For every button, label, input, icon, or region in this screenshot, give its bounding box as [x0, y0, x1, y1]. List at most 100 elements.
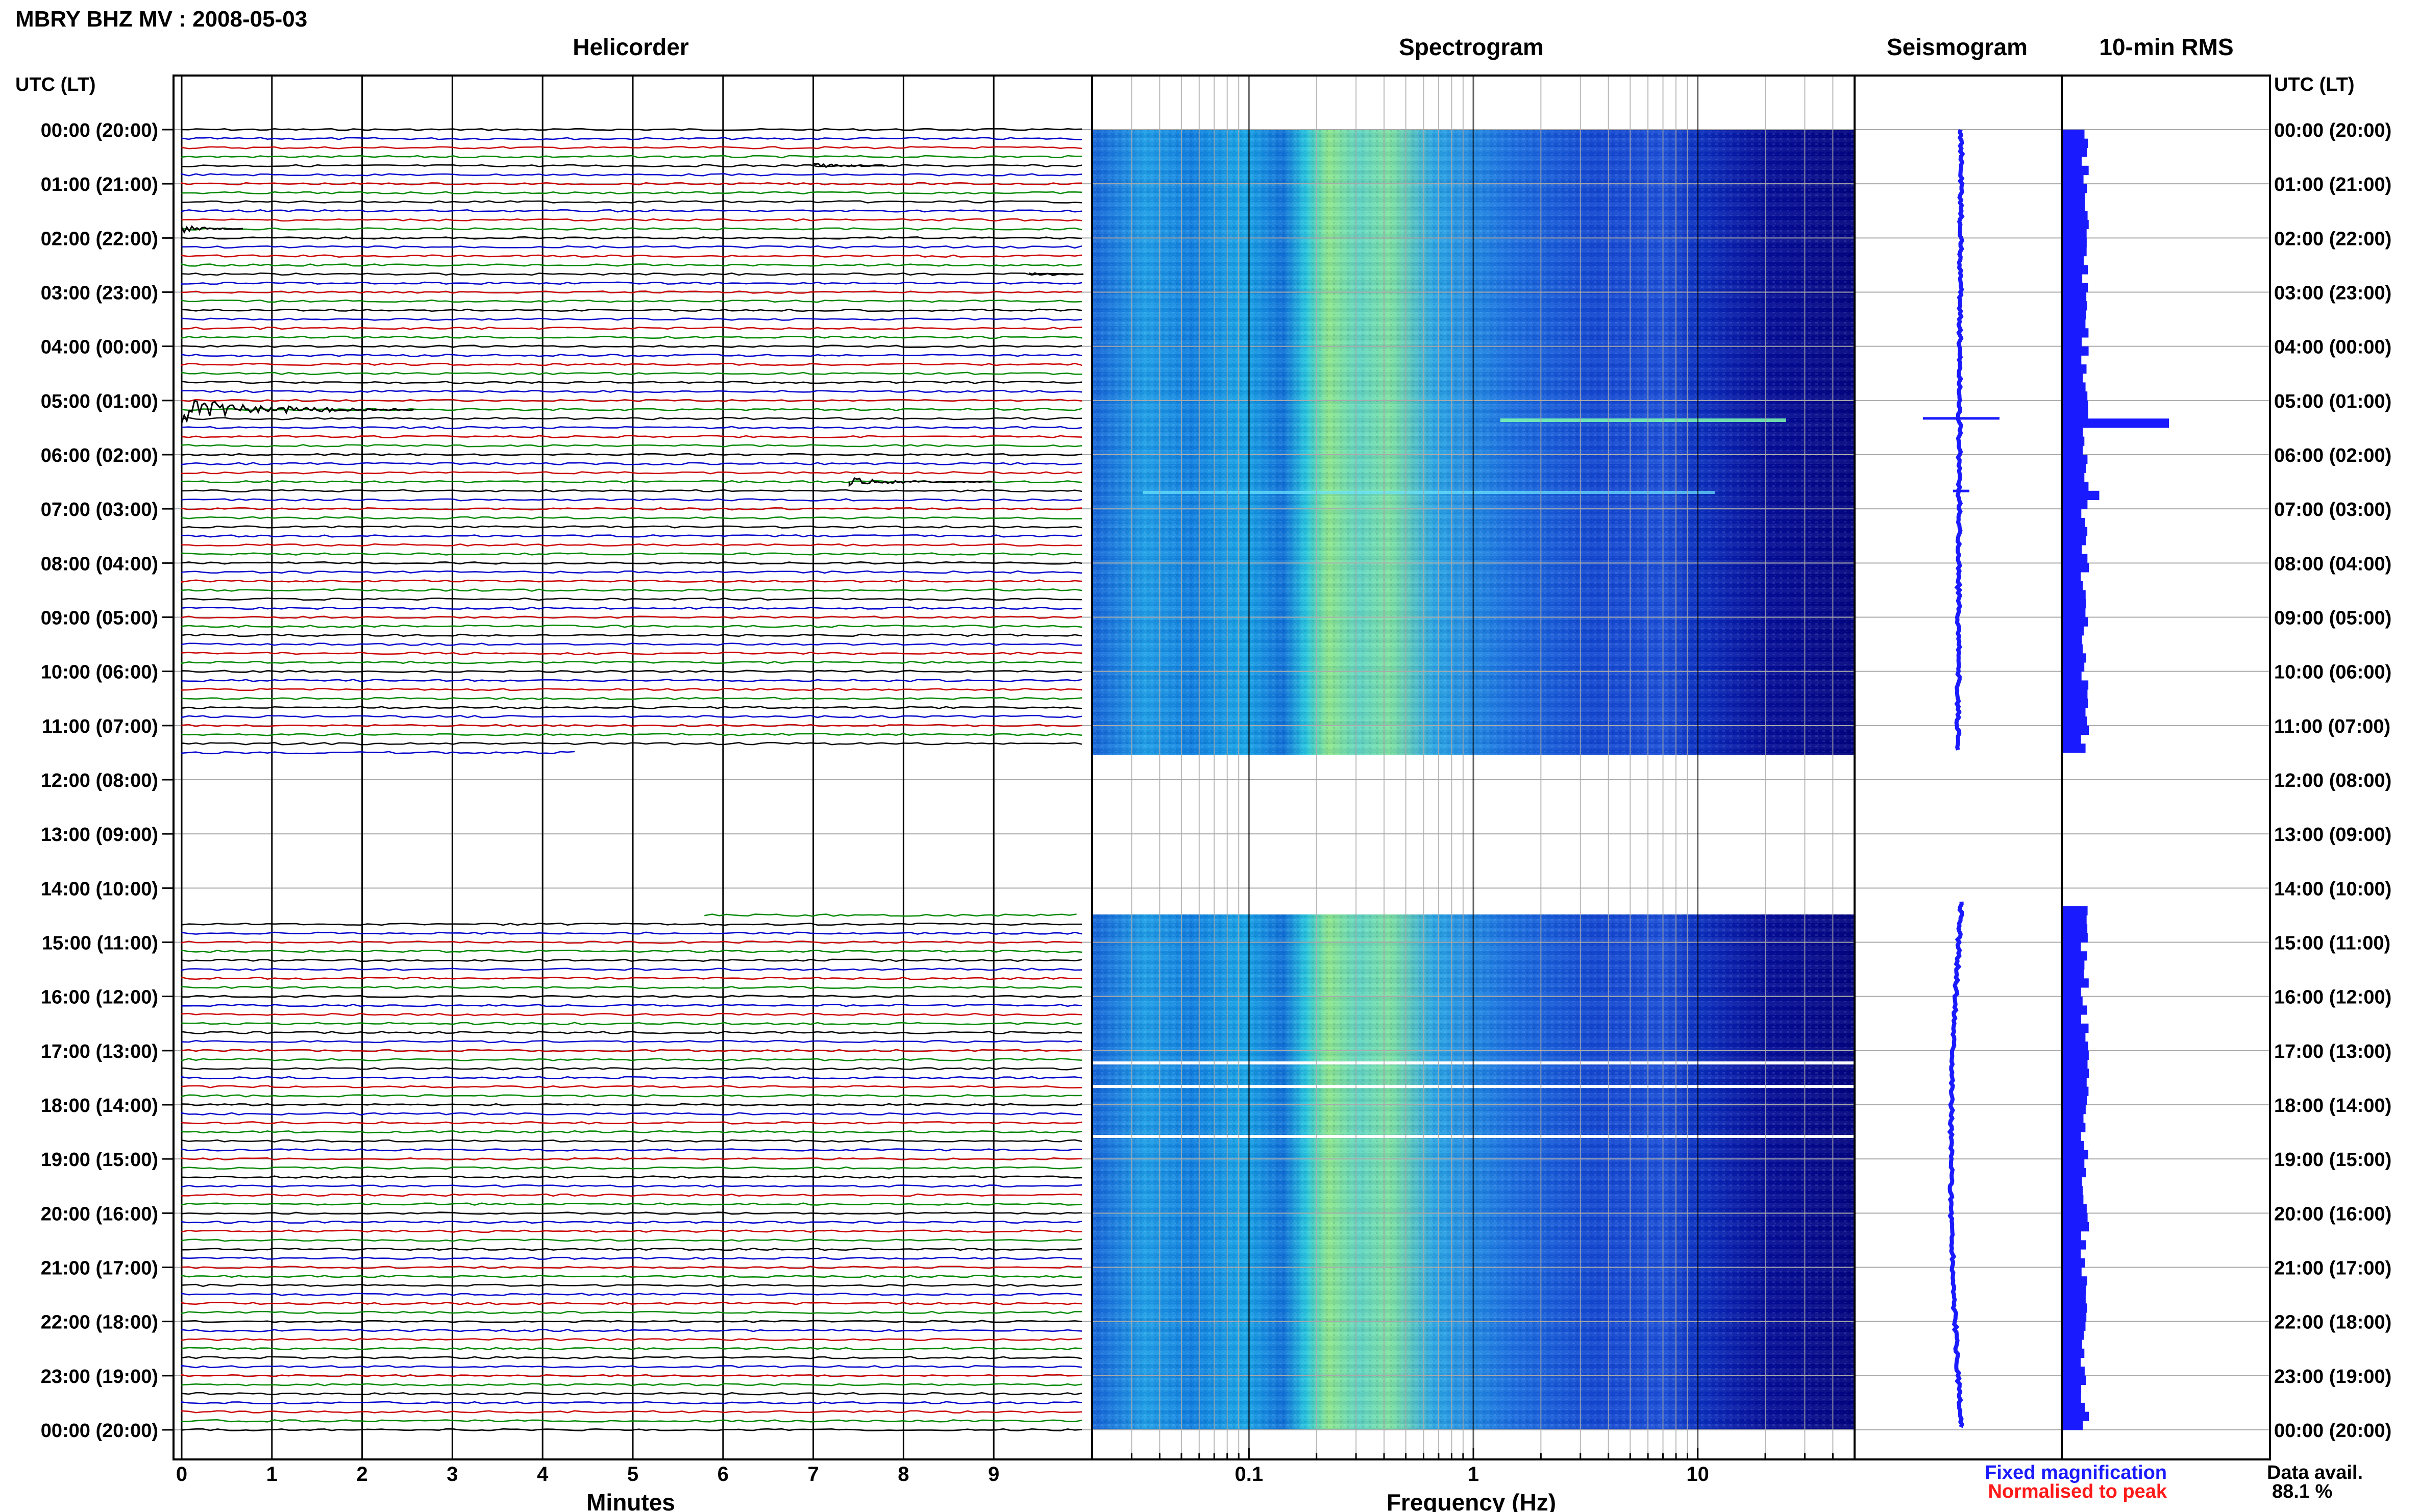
helicorder-trace — [181, 128, 1082, 132]
helicorder-trace — [181, 462, 1082, 465]
rms-bar — [2062, 192, 2085, 203]
helicorder-trace — [181, 489, 1082, 493]
rms-bar — [2062, 1285, 2086, 1295]
helicorder-trace — [181, 1293, 1082, 1296]
rms-bar — [2062, 536, 2086, 546]
helicorder-trace — [181, 579, 1082, 583]
helicorder-trace — [181, 1238, 1082, 1242]
rms-bar — [2062, 716, 2087, 726]
time-tick-right: 08:00 (04:00) — [2274, 553, 2391, 575]
rms-bar — [2062, 1312, 2087, 1322]
helicorder-trace — [181, 362, 1082, 366]
helicorder-trace — [181, 317, 1082, 321]
helicorder-trace — [181, 399, 1082, 403]
rms-bar — [2062, 617, 2088, 627]
rms-bar — [2062, 445, 2083, 455]
rms-bar — [2062, 698, 2088, 708]
rms-bar — [2062, 1069, 2089, 1078]
rms-bar — [2062, 1384, 2082, 1394]
helicorder-trace — [181, 137, 1082, 140]
helicorder-trace — [181, 308, 1082, 312]
rms-bar — [2062, 1421, 2083, 1430]
helicorder-trace — [181, 1022, 1082, 1025]
helicorder-trace — [181, 714, 1082, 718]
rms-bar — [2062, 1195, 2084, 1205]
helicorder-trace — [181, 245, 1082, 249]
time-tick-left: 03:00 (23:00) — [41, 283, 158, 304]
helicorder-trace — [181, 426, 1082, 430]
helicorder-event — [848, 477, 993, 487]
helicorder-trace — [181, 543, 1082, 547]
rms-bar — [2062, 147, 2087, 157]
helicorder-trace — [181, 525, 1082, 529]
rms-bar — [2062, 544, 2082, 555]
rms-bar — [2062, 1375, 2086, 1385]
helicorder-trace — [181, 660, 1082, 664]
rms-bar — [2062, 490, 2100, 500]
helicorder-event — [812, 163, 885, 168]
helicorder-trace — [181, 561, 1082, 565]
rms-bar — [2062, 247, 2087, 257]
helicorder-trace — [181, 389, 1082, 393]
helicorder-trace — [181, 516, 1082, 520]
time-tick-right: 13:00 (09:00) — [2274, 824, 2391, 846]
helicorder-trace — [181, 985, 1082, 989]
rms-bar — [2062, 319, 2086, 329]
figure-title: MBRY BHZ MV : 2008-05-03 — [15, 7, 307, 32]
rms-bar — [2062, 283, 2088, 292]
rms-bar — [2062, 473, 2085, 482]
time-tick-left: 11:00 (07:00) — [42, 716, 158, 737]
helicorder-trace — [181, 1320, 1082, 1323]
helicorder-trace — [181, 597, 1082, 601]
time-axis-label-left: UTC (LT) — [15, 74, 96, 95]
helicorder-trace — [181, 570, 1082, 574]
rms-bar — [2062, 942, 2081, 952]
helicorder-trace — [181, 1031, 1082, 1034]
helicorder-trace — [181, 724, 1082, 728]
time-tick-right: 21:00 (17:00) — [2274, 1258, 2391, 1279]
time-tick-left: 12:00 (08:00) — [41, 770, 158, 791]
rms-bar — [2062, 635, 2082, 645]
time-tick-left: 16:00 (12:00) — [41, 987, 158, 1008]
rms-bar — [2062, 680, 2089, 690]
helicorder-trace — [181, 1139, 1082, 1143]
rms-bar — [2062, 482, 2089, 491]
rms-bar — [2062, 1348, 2085, 1358]
helicorder-trace — [181, 552, 1082, 556]
rms-bar — [2062, 175, 2084, 184]
helicorder-trace — [181, 1175, 1082, 1179]
rms-bar — [2062, 969, 2084, 979]
rms-bar — [2062, 509, 2082, 518]
helicorder-trace — [181, 507, 1082, 511]
rms-bar — [2062, 165, 2089, 175]
rms-bar — [2062, 310, 2086, 320]
helicorder-trace — [181, 381, 1082, 384]
helicorder-trace — [181, 272, 1082, 276]
helicorder-trace — [181, 1365, 1082, 1369]
helicorder-trace — [181, 1202, 1082, 1206]
rms-bar — [2062, 1402, 2085, 1412]
rms-bar — [2062, 1258, 2085, 1268]
minute-tick-label: 5 — [627, 1463, 638, 1485]
rms-bar — [2062, 292, 2087, 302]
minute-tick-label: 6 — [718, 1463, 729, 1485]
minute-tick-label: 3 — [447, 1463, 458, 1485]
data-availability-value: 88.1 % — [2272, 1481, 2332, 1502]
spectrogram-event-streak — [1500, 418, 1786, 422]
rms-bar — [2062, 1367, 2085, 1376]
rms-bar — [2062, 662, 2085, 672]
helicorder-trace — [181, 624, 1082, 628]
rms-bar — [2062, 1032, 2086, 1042]
rms-bar — [2062, 138, 2088, 148]
time-tick-left: 00:00 (20:00) — [41, 120, 158, 141]
rms-bar — [2062, 1077, 2087, 1087]
helicorder-trace — [181, 995, 1082, 998]
minute-tick-label: 2 — [356, 1463, 367, 1485]
rms-bar — [2062, 202, 2085, 211]
time-tick-left: 21:00 (17:00) — [41, 1258, 158, 1279]
helicorder-trace — [181, 1193, 1082, 1197]
time-tick-left: 01:00 (21:00) — [41, 174, 158, 195]
helicorder-trace — [181, 182, 1082, 186]
helicorder-trace — [181, 327, 1082, 330]
